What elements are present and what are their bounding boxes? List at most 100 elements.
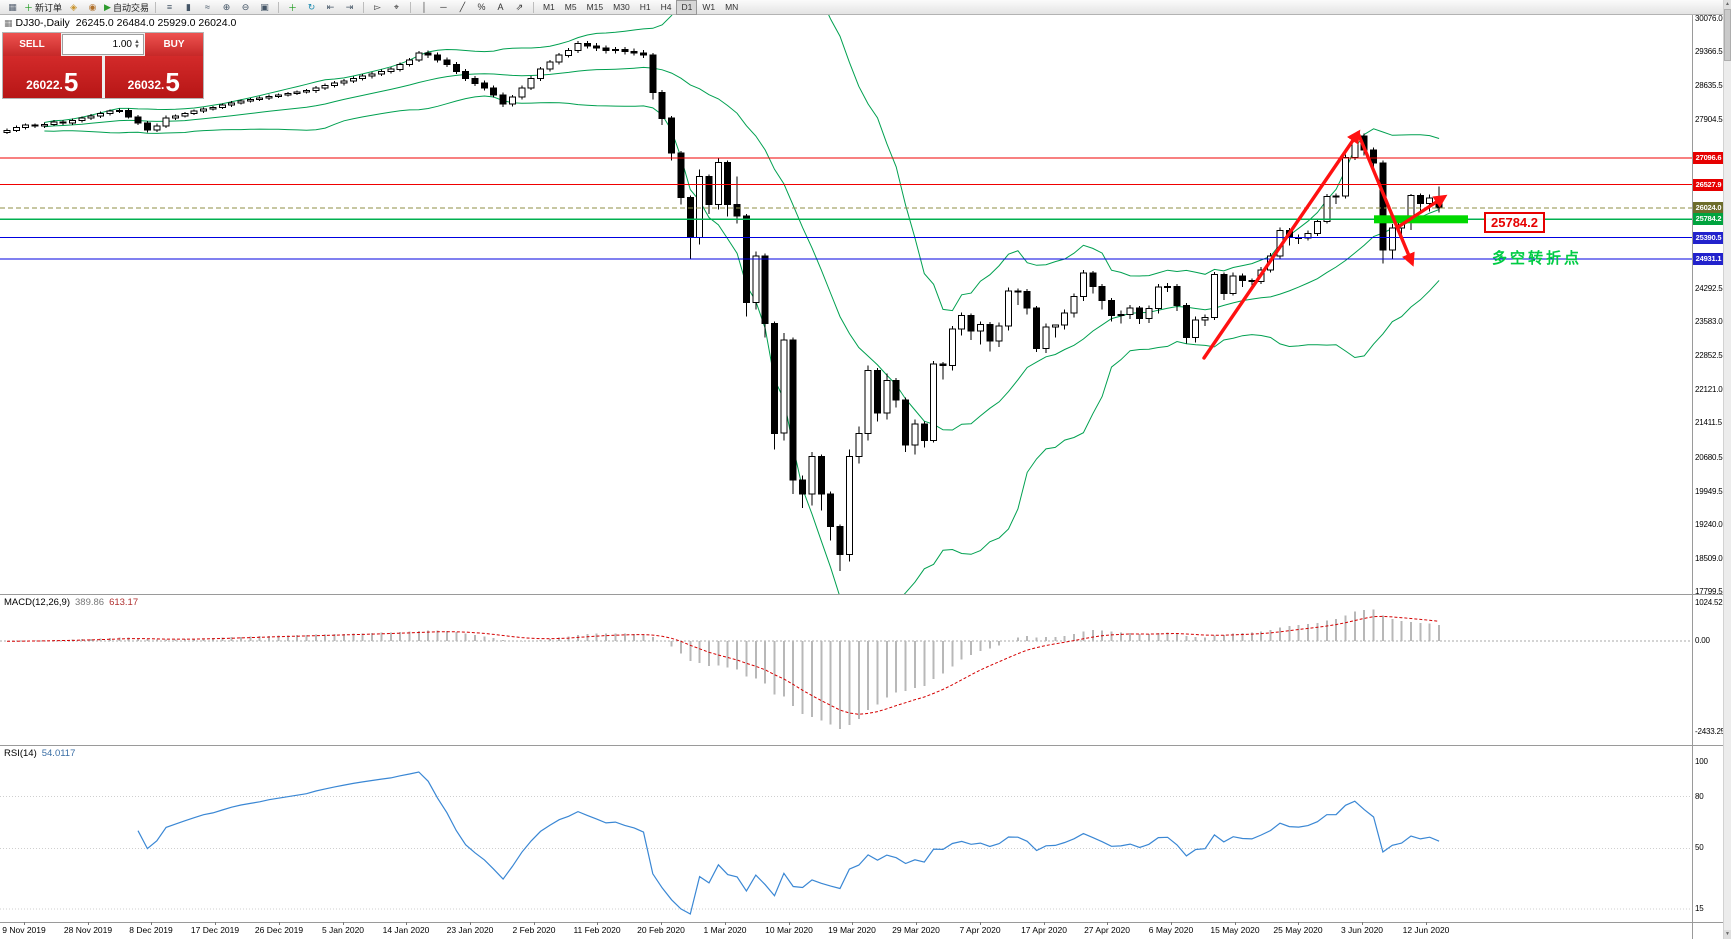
timeframe-m5[interactable]: M5 [564, 2, 577, 12]
cursor-icon[interactable]: ▻ [368, 1, 387, 14]
auto-trading-button[interactable]: ▶ 自动交易 [102, 1, 151, 14]
main-price-chart[interactable] [0, 15, 1692, 594]
date-axis-tick [1107, 922, 1108, 925]
zoom-out-icon[interactable]: ⊖ [236, 1, 255, 14]
text-icon[interactable]: A [491, 1, 510, 14]
date-axis-tick [88, 922, 89, 925]
scroll-up-icon[interactable]: ▲ [1724, 0, 1731, 9]
timeframe-buttons: M1 M5 M15 M30 H1 H4 D1 W1 MN [538, 0, 743, 15]
sell-button[interactable]: SELL [3, 33, 61, 56]
date-axis-label: 1 Mar 2020 [703, 925, 747, 935]
shift-left-icon: ⇤ [326, 1, 335, 12]
candles-layer [3, 40, 1443, 571]
macd-value-1: 389.86 [75, 597, 105, 608]
date-axis-label: 29 Mar 2020 [892, 925, 940, 935]
one-click-trading-panel: SELL 1.00 ▲ ▼ BUY 26022. 5 26032. 5 [2, 32, 204, 99]
price-divider [101, 56, 105, 98]
rsi-axis-label: 100 [1695, 757, 1708, 766]
turning-point-note: 多空转折点 [1492, 250, 1583, 267]
crosshair-icon[interactable]: ⌖ [387, 1, 406, 14]
macd-label: MACD(12,26,9) 389.86 613.17 [4, 597, 138, 608]
price-axis-label: 21411.5 [1695, 418, 1722, 427]
price-axis-label: 17799.5 [1695, 587, 1723, 596]
buy-price-big-digit: 5 [165, 67, 180, 97]
shift-left-icon[interactable]: ⇤ [321, 1, 340, 14]
timeframe-mn[interactable]: MN [725, 2, 739, 12]
toolbar-separator [154, 1, 156, 13]
rsi-panel[interactable] [0, 746, 1692, 922]
buy-button[interactable]: BUY [145, 33, 203, 56]
zoom-in-icon[interactable]: ⊕ [217, 1, 236, 14]
date-axis-label: 28 Nov 2019 [63, 925, 113, 935]
macd-histogram [6, 609, 1441, 729]
horizontal-line-icon[interactable]: ─ [434, 1, 453, 14]
add-indicator-icon[interactable]: ＋ [283, 1, 302, 14]
indicators-icon[interactable]: ◈ [64, 1, 83, 14]
panel-separator[interactable] [0, 745, 1731, 746]
date-axis-label: 7 Apr 2020 [959, 925, 1001, 935]
candlestick-icon[interactable]: ▮ [179, 1, 198, 14]
tile-windows-icon[interactable]: ▣ [255, 1, 274, 14]
trendline-icon[interactable]: ╱ [453, 1, 472, 14]
macd-panel[interactable] [0, 595, 1692, 745]
bar-chart-icon[interactable]: ≡ [160, 1, 179, 14]
new-order-button: ＋ [24, 2, 34, 13]
date-axis-label: 5 Jan 2020 [321, 925, 365, 935]
price-axis-label: 22852.5 [1695, 351, 1723, 360]
toolbar-separator [362, 1, 364, 13]
templates-icon[interactable]: ◉ [83, 1, 102, 14]
price-axis-tag: 24931.1 [1693, 253, 1724, 265]
scrollbar-thumb[interactable] [1724, 9, 1731, 61]
date-axis-label: 27 Apr 2020 [1084, 925, 1130, 935]
new-chart-icon[interactable]: ▦ [3, 1, 22, 14]
sell-price-main: 26022. [26, 78, 63, 92]
price-axis-label: 23583.0 [1695, 317, 1723, 326]
new-order-button[interactable]: ＋新订单 [22, 1, 64, 14]
vertical-scrollbar[interactable]: ▲ ▼ [1723, 0, 1731, 939]
macd-axis-label: 1024.52 [1695, 598, 1723, 607]
volume-down-icon[interactable]: ▼ [134, 43, 140, 50]
shift-right-icon[interactable]: ⇥ [340, 1, 359, 14]
fibonacci-icon[interactable]: % [472, 1, 491, 14]
timeframe-m30[interactable]: M30 [613, 2, 630, 12]
buy-price-display[interactable]: 26032. 5 [104, 56, 203, 98]
volume-stepper[interactable]: ▲ ▼ [132, 38, 142, 50]
rsi-axis-label: 80 [1695, 792, 1704, 801]
tile-windows-icon: ▣ [260, 1, 269, 12]
price-axis-tag: 27096.6 [1693, 152, 1724, 164]
date-axis-tick [406, 922, 407, 925]
refresh-icon[interactable]: ↻ [302, 1, 321, 14]
volume-up-icon[interactable]: ▲ [134, 38, 140, 45]
arrow-icon[interactable]: ⇗ [510, 1, 529, 14]
templates-icon: ◉ [88, 1, 97, 12]
trend-arrows [1202, 129, 1448, 360]
date-axis-tick [1171, 922, 1172, 925]
line-chart-icon[interactable]: ≈ [198, 1, 217, 14]
timeframe-m1[interactable]: M1 [542, 2, 555, 12]
timeframe-w1[interactable]: W1 [702, 2, 716, 12]
timeframe-d1[interactable]: D1 [676, 0, 698, 15]
date-axis-tick [151, 922, 152, 925]
date-axis-label: 26 Dec 2019 [254, 925, 304, 935]
date-axis-label: 6 May 2020 [1148, 925, 1194, 935]
price-axis-separator [1692, 15, 1693, 939]
zoom-in-icon: ⊕ [222, 1, 231, 12]
rsi-value: 54.0117 [41, 748, 76, 759]
timeframe-h1[interactable]: H1 [639, 2, 651, 12]
date-axis-label: 17 Dec 2019 [190, 925, 240, 935]
timeframe-m15[interactable]: M15 [586, 2, 604, 12]
sell-price-display[interactable]: 26022. 5 [3, 56, 102, 98]
bb-middle [44, 66, 1440, 431]
add-indicator-icon: ＋ [287, 2, 297, 13]
date-axis-tick [343, 922, 344, 925]
support-price-tag: 25784.2 [1484, 212, 1545, 233]
timeframe-h4[interactable]: H4 [660, 2, 672, 12]
panel-separator[interactable] [0, 594, 1731, 595]
vertical-line-icon[interactable]: │ [415, 1, 434, 14]
scroll-down-icon[interactable]: ▼ [1724, 930, 1731, 939]
date-axis-tick [852, 922, 853, 925]
support-bar [1374, 215, 1468, 224]
volume-input[interactable]: 1.00 ▲ ▼ [62, 34, 144, 55]
price-axis-label: 30076.0 [1695, 14, 1723, 23]
price-axis-label: 28635.5 [1695, 81, 1723, 90]
